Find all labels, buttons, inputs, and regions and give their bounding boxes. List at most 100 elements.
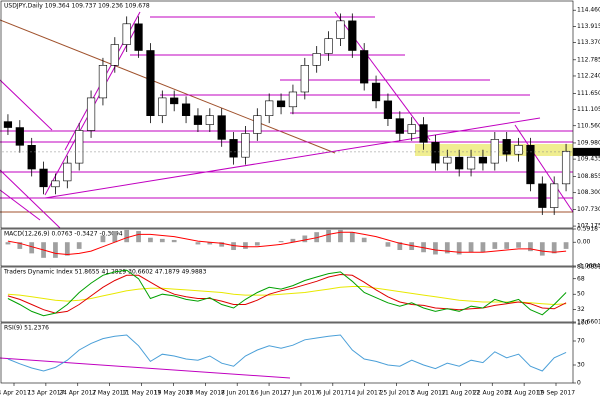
y-tick-label: 111.105 (577, 106, 600, 113)
y-tick-label: 68 (577, 275, 585, 282)
histogram-bar (302, 235, 308, 243)
y-tick-label: 109.980 (577, 139, 600, 146)
y-tick-label: 110.560 (577, 122, 600, 129)
candle-body (276, 100, 286, 108)
candle-body (312, 53, 321, 66)
candle-body (181, 103, 191, 116)
y-tick-label: 107.175 (577, 223, 600, 230)
y-tick-label: 0.5918 (577, 226, 598, 233)
histogram-bar (148, 237, 153, 243)
y-tick-label: 17.6601 (577, 319, 600, 326)
x-tick-label: 30 May 2017 (186, 390, 225, 397)
trendline (0, 169, 61, 229)
y-tick-label: 112.240 (577, 72, 600, 79)
histogram-bar (539, 242, 545, 256)
histogram-bar (314, 232, 320, 243)
histogram-bar (171, 239, 177, 243)
histogram-bar (504, 242, 510, 249)
histogram-bar (112, 231, 118, 243)
candle-body (526, 145, 535, 185)
y-tick-label: 81.6851 (577, 264, 600, 271)
candle-body (455, 156, 464, 170)
y-tick-label: 108.300 (577, 189, 600, 196)
x-tick-label: 3 Aug 2017 (411, 390, 446, 397)
x-tick-label: 25 Jul 2017 (380, 390, 414, 397)
y-tick-label: 0.00 (577, 239, 591, 246)
candle-body (63, 162, 72, 182)
x-tick-label: 8 Jun 2017 (221, 390, 253, 397)
panel-frame (0, 0, 574, 229)
y-tick-label: 114.460 (577, 7, 600, 14)
candle-body (122, 23, 131, 45)
candle-body (170, 97, 179, 105)
candle-body (86, 97, 96, 131)
candle-body (478, 156, 488, 164)
histogram-bar (433, 242, 438, 255)
histogram-bar (290, 238, 296, 243)
histogram-bar (563, 242, 569, 249)
candle-body (3, 121, 13, 128)
histogram-bar (53, 242, 58, 258)
trendline (0, 79, 53, 131)
histogram-bar (159, 238, 165, 243)
histogram-bar (17, 242, 23, 249)
series-line (7, 273, 567, 314)
candle-body (538, 183, 547, 208)
histogram-bar (231, 242, 236, 251)
y-tick-label: 0 (577, 380, 581, 387)
histogram-bar (278, 241, 284, 243)
y-tick-label: -1.0664 (577, 263, 600, 270)
candle-body (550, 183, 559, 208)
y-tick-label: 111.650 (577, 90, 600, 97)
price-box (573, 147, 600, 156)
histogram-bar (100, 235, 106, 243)
series-line (7, 231, 567, 256)
candle-body (324, 38, 333, 54)
candle-body (217, 115, 226, 140)
y-tick-label: 32 (577, 306, 585, 313)
x-tick-label: 11 May 2017 (122, 390, 161, 397)
histogram-bar (528, 242, 533, 252)
y-tick-label: 50 (577, 291, 585, 298)
histogram-bar (207, 242, 213, 245)
x-tick-label: 14 Jul 2017 (348, 390, 382, 397)
candle-body (158, 97, 167, 116)
histogram-bar (361, 237, 367, 243)
x-tick-label: 22 Aug 2017 (473, 390, 512, 397)
candle-body (146, 50, 155, 116)
panel-frame (0, 322, 574, 384)
histogram-bar (136, 231, 141, 243)
y-tick-label: 108.855 (577, 173, 600, 180)
x-tick-label: 4 Apr 2017 (0, 390, 31, 397)
histogram-bar (338, 229, 343, 243)
y-tick-label: 100 (577, 320, 589, 327)
candle-body (407, 124, 416, 134)
candle-body (336, 20, 345, 39)
series-line (7, 269, 567, 317)
y-tick-label: 30 (577, 362, 585, 369)
x-tick-label: 13 Apr 2017 (27, 390, 64, 397)
histogram-bar (551, 242, 557, 254)
histogram-bar (76, 242, 82, 249)
candle-body (490, 139, 499, 164)
series-line (7, 286, 567, 306)
histogram-bar (409, 242, 415, 251)
histogram-bar (516, 242, 521, 248)
candle-body (443, 156, 452, 164)
y-tick-label: 107.730 (577, 206, 600, 213)
panel-title: USDJPY,Daily 109.364 109.737 109.236 109… (4, 3, 150, 10)
x-tick-label: 16 Jun 2017 (251, 390, 287, 397)
candle-body (561, 150, 571, 185)
panel-title: RSI(9) 51.2376 (4, 325, 49, 332)
y-tick-label: 112.785 (577, 56, 600, 63)
candle-body (241, 133, 250, 158)
candle-body (110, 44, 119, 66)
histogram-bar (29, 242, 35, 254)
candle-body (419, 124, 428, 143)
histogram-bar (124, 229, 130, 243)
histogram-bar (349, 232, 355, 243)
trendline (0, 357, 291, 379)
candle-body (27, 145, 36, 170)
